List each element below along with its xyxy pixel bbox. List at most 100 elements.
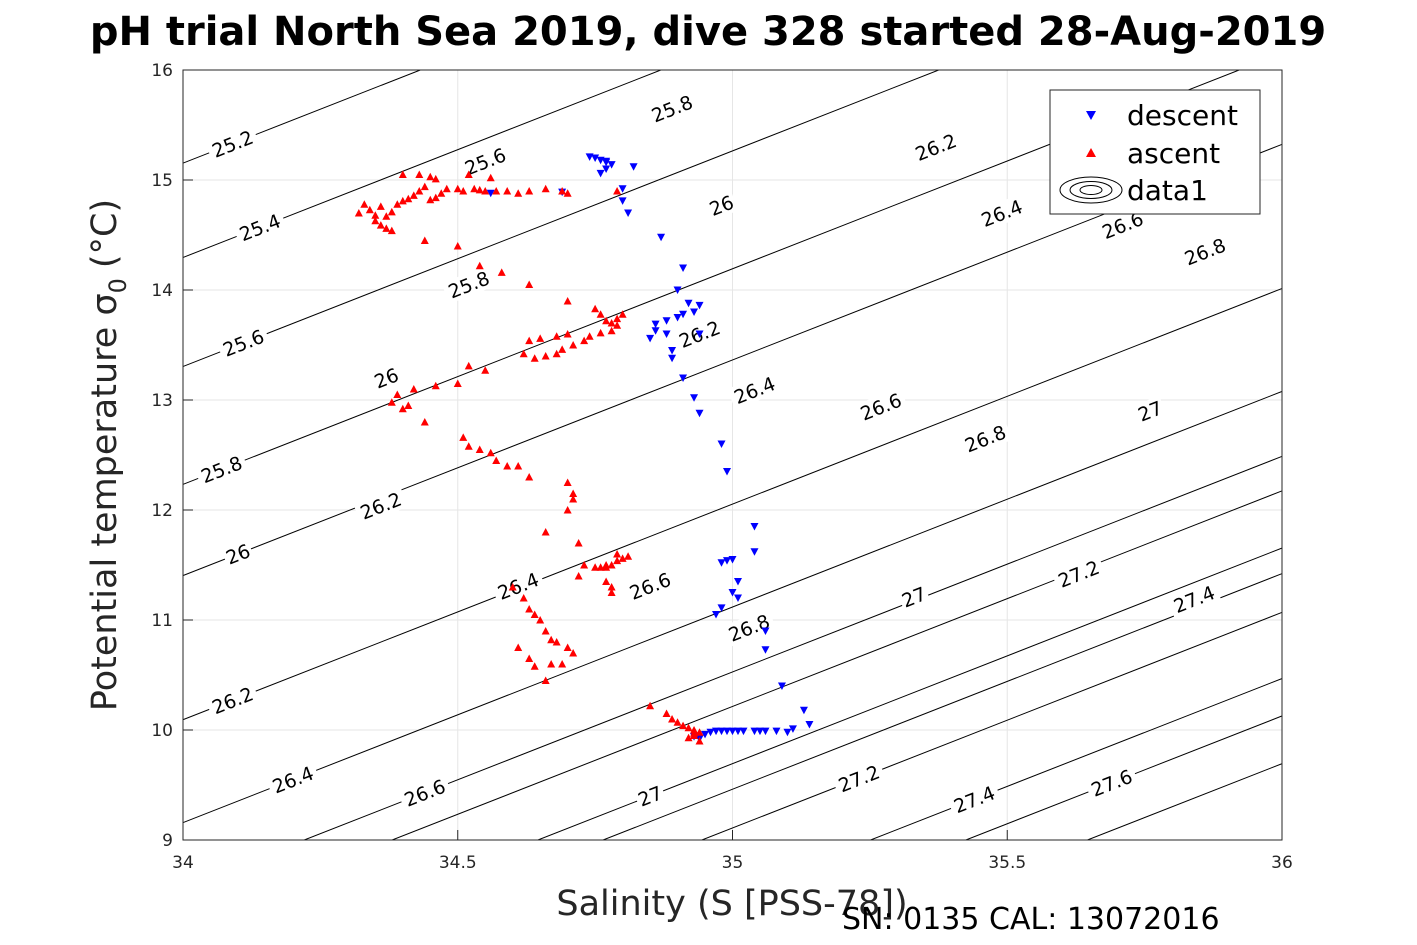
descent-point xyxy=(761,627,770,635)
descent-point xyxy=(723,727,732,736)
contour-label-gap xyxy=(205,124,260,164)
ascent-point xyxy=(530,610,539,618)
y-axis-ticks: 9 10 11 12 13 14 15 16 xyxy=(151,61,193,851)
descent-point xyxy=(750,727,759,736)
descent-point xyxy=(657,233,666,242)
ascent-point xyxy=(662,709,671,717)
ascent-point xyxy=(486,448,495,457)
ascent-point xyxy=(695,737,704,745)
descent-point xyxy=(679,310,688,319)
ascent-point xyxy=(607,583,616,591)
ascent-point xyxy=(426,195,435,204)
ascent-point xyxy=(492,456,501,464)
ascent-point xyxy=(420,236,429,244)
ascent-point xyxy=(552,638,561,646)
contour-line xyxy=(183,70,1240,485)
ascent-point xyxy=(431,174,440,183)
descent-point xyxy=(690,394,699,402)
ascent-point xyxy=(409,385,418,393)
ascent-point xyxy=(613,550,622,558)
ascent-point xyxy=(525,187,534,195)
ascent-point xyxy=(547,660,556,668)
ascent-point xyxy=(530,662,539,670)
x-tick-label: 36 xyxy=(1271,853,1293,873)
ascent-point xyxy=(453,242,462,250)
ascent-point xyxy=(519,594,528,602)
legend-data1-label: data1 xyxy=(1127,174,1208,207)
ascent-point xyxy=(382,212,391,220)
descent-point xyxy=(706,728,715,737)
ascent-point xyxy=(365,205,374,214)
legend-descent-label: descent xyxy=(1127,99,1238,132)
ascent-point xyxy=(591,563,600,571)
ascent-point xyxy=(437,189,446,197)
ascent-point xyxy=(624,552,633,560)
ascent-point xyxy=(563,330,572,338)
contour-label-gap xyxy=(727,370,782,410)
descent-point xyxy=(799,706,808,715)
descent-point xyxy=(788,725,797,733)
contour-label-gap xyxy=(831,759,887,798)
ascent-point xyxy=(541,184,550,193)
ascent-point xyxy=(563,506,572,514)
ascent-point xyxy=(563,189,572,197)
ascent-point xyxy=(431,193,440,202)
ascent-point xyxy=(387,207,396,216)
ascent-series xyxy=(354,170,704,745)
ascent-point xyxy=(453,184,462,193)
ascent-point xyxy=(563,643,572,651)
ascent-point xyxy=(376,202,385,210)
descent-point xyxy=(717,559,726,567)
y-axis-label-subscript: 0 xyxy=(104,278,132,293)
y-tick-label: 15 xyxy=(151,171,173,191)
ascent-point xyxy=(602,316,611,325)
ascent-point xyxy=(684,733,693,742)
x-tick-label: 35.5 xyxy=(988,853,1026,873)
ascent-point xyxy=(453,379,462,387)
contour-label-gap xyxy=(205,680,260,720)
descent-point xyxy=(772,727,781,736)
ascent-point xyxy=(602,577,611,585)
contour-line xyxy=(183,70,939,368)
x-tick-label: 34 xyxy=(172,853,194,873)
ascent-point xyxy=(673,718,682,726)
contour-line xyxy=(183,287,1282,721)
ascent-point xyxy=(536,616,545,624)
y-tick-label: 14 xyxy=(151,281,173,301)
ascent-point xyxy=(602,561,611,569)
contour-label-group: 27 xyxy=(633,780,668,812)
descent-point xyxy=(777,682,786,690)
contour-label-gap xyxy=(1133,395,1168,427)
ascent-point xyxy=(387,226,396,235)
contour-line xyxy=(537,547,1282,840)
descent-point xyxy=(679,264,688,272)
ascent-point xyxy=(580,561,589,569)
contour-line xyxy=(870,678,1282,840)
ascent-point xyxy=(574,539,583,547)
ascent-point xyxy=(459,187,468,195)
descent-point xyxy=(717,604,726,612)
ascent-point xyxy=(684,723,693,732)
ascent-point xyxy=(519,349,528,358)
descent-point xyxy=(728,727,737,736)
ascent-point xyxy=(613,314,622,323)
contour-line xyxy=(183,390,1282,824)
legend-ascent-label: ascent xyxy=(1127,137,1220,170)
contour-label-gap xyxy=(896,581,931,613)
descent-point xyxy=(690,308,699,316)
ascent-point xyxy=(464,442,473,450)
ascent-point xyxy=(613,556,622,565)
descent-point xyxy=(651,327,660,335)
ascent-point xyxy=(618,310,627,318)
ascent-point xyxy=(552,349,561,358)
contour-label-gap xyxy=(633,780,668,812)
ascent-point xyxy=(431,381,440,390)
ascent-point xyxy=(426,172,435,181)
ascent-point xyxy=(541,676,550,684)
ascent-point xyxy=(409,191,418,199)
ascent-point xyxy=(613,321,622,329)
ascent-point xyxy=(585,332,594,340)
descent-point xyxy=(805,721,814,729)
descent-point xyxy=(723,557,732,565)
